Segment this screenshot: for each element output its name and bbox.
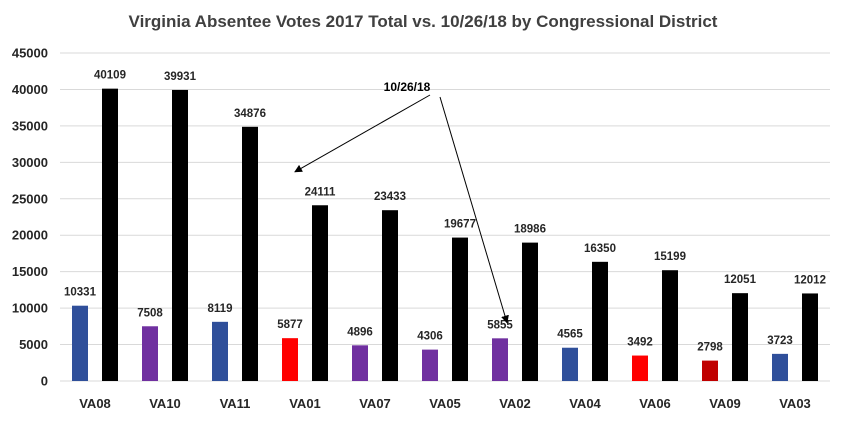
bar-2017-va08 (72, 305, 88, 381)
data-label-102618: 16350 (584, 243, 616, 255)
annotation-text: 10/26/18 (384, 80, 431, 94)
data-label-102618: 23433 (374, 191, 406, 203)
x-tick-label: VA07 (359, 396, 391, 411)
data-label-2017: 2798 (697, 342, 723, 354)
annotation: 10/26/18 (294, 80, 509, 324)
y-tick-label: 15000 (12, 264, 48, 279)
data-label-2017: 3723 (767, 335, 793, 347)
data-label-2017: 5877 (277, 319, 303, 331)
x-tick-label: VA06 (639, 396, 671, 411)
data-label-102618: 18986 (514, 224, 546, 236)
x-axis-ticks: VA08 VA10 VA11 VA01 VA07 VA05 VA02 VA04 VA06 VA09… (79, 396, 811, 411)
data-label-2017: 8119 (208, 303, 233, 315)
bar-102618-va03 (802, 293, 818, 381)
y-tick-label: 25000 (12, 191, 48, 206)
annotation-arrow (439, 96, 509, 324)
bar-102618-va05 (452, 237, 468, 381)
data-label-102618: 19677 (444, 219, 476, 231)
y-tick-label: 10000 (12, 301, 48, 316)
x-tick-label: VA03 (779, 396, 811, 411)
y-tick-label: 30000 (12, 155, 48, 170)
data-label-102618: 39931 (164, 71, 197, 83)
bar-2017-va10 (142, 326, 158, 381)
annotation-arrow (294, 94, 431, 173)
data-label-2017: 10331 (64, 287, 97, 299)
bar-102618-va10 (172, 89, 188, 381)
x-tick-label: VA02 (499, 396, 531, 411)
x-tick-label: VA10 (149, 396, 181, 411)
bar-102618-va09 (732, 293, 748, 381)
data-label-2017: 4306 (417, 331, 443, 343)
y-tick-label: 5000 (19, 337, 48, 352)
bars (72, 88, 818, 381)
y-tick-label: 0 (41, 374, 48, 389)
bar-102618-va01 (312, 205, 328, 381)
data-label-2017: 5855 (487, 319, 513, 331)
bar-2017-va11 (212, 321, 228, 381)
gridlines (60, 52, 830, 382)
data-label-2017: 4896 (347, 326, 373, 338)
x-tick-label: VA08 (79, 396, 111, 411)
bar-2017-va04 (562, 347, 578, 381)
y-tick-label: 35000 (12, 118, 48, 133)
bar-2017-va07 (352, 345, 368, 381)
y-axis-ticks: 0 5000 10000 15000 20000 25000 30000 35000 40000… (12, 46, 48, 389)
bar-102618-va04 (592, 261, 608, 381)
data-label-2017: 3492 (627, 337, 653, 349)
chart-title: Virginia Absentee Votes 2017 Total vs. 1… (129, 12, 718, 31)
data-label-102618: 12012 (794, 274, 826, 286)
data-label-2017: 7508 (137, 307, 163, 319)
y-tick-label: 45000 (12, 46, 48, 61)
x-tick-label: VA11 (220, 396, 251, 411)
bar-2017-va06 (632, 355, 648, 381)
bar-102618-va02 (522, 242, 538, 381)
data-labels: 10331 40109 7508 39931 8119 34876 5877 24111 489… (64, 70, 826, 354)
y-tick-label: 20000 (12, 228, 48, 243)
x-tick-label: VA01 (289, 396, 321, 411)
y-tick-label: 40000 (12, 82, 48, 97)
data-label-102618: 34876 (234, 108, 266, 120)
bar-102618-va07 (382, 210, 398, 381)
x-tick-label: VA09 (709, 396, 741, 411)
data-label-102618: 40109 (94, 70, 126, 82)
bar-2017-va05 (422, 349, 438, 381)
x-tick-label: VA04 (569, 396, 601, 411)
bar-2017-va03 (772, 353, 788, 381)
bar-2017-va01 (282, 338, 298, 381)
data-label-102618: 12051 (724, 274, 757, 286)
x-tick-label: VA05 (429, 396, 461, 411)
data-label-102618: 24111 (305, 186, 336, 198)
bar-2017-va09 (702, 360, 718, 381)
data-label-102618: 15199 (654, 251, 686, 263)
bar-102618-va11 (242, 126, 258, 381)
bar-102618-va06 (662, 270, 678, 381)
bar-2017-va02 (492, 338, 508, 381)
data-label-2017: 4565 (557, 329, 583, 341)
bar-102618-va08 (102, 88, 118, 381)
